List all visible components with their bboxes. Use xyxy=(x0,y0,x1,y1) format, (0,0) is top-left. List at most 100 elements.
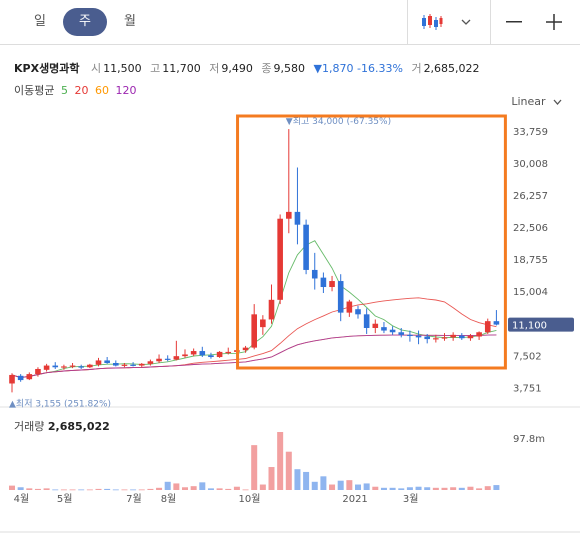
scale-label: Linear xyxy=(511,95,546,108)
candle-body xyxy=(329,281,335,288)
volume-bar xyxy=(190,486,197,490)
volume-bar xyxy=(346,480,353,490)
candle-body xyxy=(9,374,15,384)
volume-bar xyxy=(277,432,284,490)
candle-body xyxy=(346,301,353,313)
high-label: 고 xyxy=(150,62,161,75)
volume-bar xyxy=(156,487,163,490)
x-tick-label: 2021 xyxy=(342,494,367,505)
current-price-tag xyxy=(508,317,574,332)
candle-body xyxy=(138,363,145,366)
volume-bar xyxy=(441,487,448,490)
volume-bar xyxy=(26,488,33,490)
low-value: 9,490 xyxy=(221,62,253,75)
y-tick-label: 15,004 xyxy=(513,287,548,298)
candle-body xyxy=(242,347,249,351)
zoom-in-button[interactable] xyxy=(538,6,570,38)
ma-20: 20 xyxy=(74,84,89,97)
volume-bar xyxy=(450,487,457,490)
x-tick-label: 8월 xyxy=(161,493,177,505)
candle-body xyxy=(17,375,24,381)
moving-average-legend[interactable]: 이동평균 5 20 60 120 xyxy=(14,82,136,98)
volume-bar xyxy=(43,488,50,490)
candle-body xyxy=(69,365,76,367)
chevron-down-icon[interactable] xyxy=(450,6,482,38)
volume-bar xyxy=(225,488,232,490)
candle-body xyxy=(415,335,422,338)
candle-body xyxy=(294,211,301,225)
volume-title-value: 2,685,022 xyxy=(47,420,110,433)
candle-body xyxy=(476,332,482,337)
y-tick-label: 26,257 xyxy=(513,191,548,202)
candle-body xyxy=(407,334,413,337)
candle-body xyxy=(303,224,309,270)
volume-title: 거래량 2,685,022 xyxy=(14,418,110,434)
ma-60: 60 xyxy=(94,84,109,97)
volume-bar xyxy=(363,483,370,490)
volume-bar xyxy=(458,487,465,490)
candle-body xyxy=(208,355,214,358)
volume-bar xyxy=(216,488,223,490)
ma-120: 120 xyxy=(115,84,137,97)
moving-average-label: 이동평균 xyxy=(14,84,55,97)
candlestick-icon[interactable] xyxy=(416,6,448,38)
volume-bar xyxy=(86,489,93,491)
volume-bar xyxy=(164,481,171,490)
ma-line-120 xyxy=(11,334,497,378)
volume-bar xyxy=(380,487,387,490)
volume-bar xyxy=(147,488,154,490)
max-price-label: ▼최고 34,000 (-67.35%) xyxy=(286,116,391,127)
volume-tick-label: 97.8m xyxy=(513,434,545,445)
volume-bar xyxy=(130,489,137,491)
candle-body xyxy=(337,281,344,313)
scale-dropdown[interactable]: Linear xyxy=(511,95,562,108)
top-toolbar: 일 주 월 xyxy=(0,0,580,45)
y-tick-label: 33,759 xyxy=(513,127,548,138)
candle-body xyxy=(199,351,206,356)
candle-body xyxy=(424,336,430,340)
highlight-box xyxy=(236,114,507,370)
volume-bar xyxy=(104,488,111,490)
candle-body xyxy=(251,314,257,348)
volume-bar xyxy=(52,489,59,491)
volume-bar xyxy=(121,489,128,491)
candle-body xyxy=(355,309,361,315)
zoom-out-button[interactable] xyxy=(498,6,530,38)
candle-body xyxy=(61,366,67,368)
close-value: 9,580 xyxy=(273,62,306,75)
candle-body xyxy=(381,327,387,331)
volume-bar xyxy=(138,489,145,491)
candle-body xyxy=(441,337,448,339)
candle-body xyxy=(87,364,93,368)
chevron-down-icon xyxy=(553,99,562,105)
candle-body xyxy=(268,299,275,320)
tab-month[interactable]: 월 xyxy=(124,14,136,29)
volume-bar xyxy=(311,481,318,490)
volume-bar xyxy=(78,489,85,491)
candle-body xyxy=(26,374,33,380)
volume-bar xyxy=(60,489,67,491)
current-price-value: 11,100 xyxy=(512,321,547,332)
volume-bar xyxy=(355,484,361,490)
candle-body xyxy=(147,361,154,364)
tab-day[interactable]: 일 xyxy=(34,14,46,29)
candle-body xyxy=(164,358,171,360)
change-arrow: ▼ xyxy=(313,62,323,75)
candle-body xyxy=(52,365,59,368)
volume-bar xyxy=(251,445,258,490)
volume-bar xyxy=(199,482,206,490)
volume-bar xyxy=(389,487,396,490)
candle-body xyxy=(459,335,465,339)
volume-bar xyxy=(294,469,301,490)
volume-bar xyxy=(285,451,292,490)
candle-body xyxy=(286,211,292,219)
y-tick-label: 18,755 xyxy=(513,255,548,266)
volume-bar xyxy=(337,480,344,490)
tab-week[interactable]: 주 xyxy=(63,8,107,36)
x-tick-label: 10월 xyxy=(239,493,261,505)
candle-body xyxy=(104,360,110,363)
volume-bar xyxy=(259,484,266,490)
x-tick-label: 4월 xyxy=(14,493,30,505)
volume-bar xyxy=(467,486,474,490)
